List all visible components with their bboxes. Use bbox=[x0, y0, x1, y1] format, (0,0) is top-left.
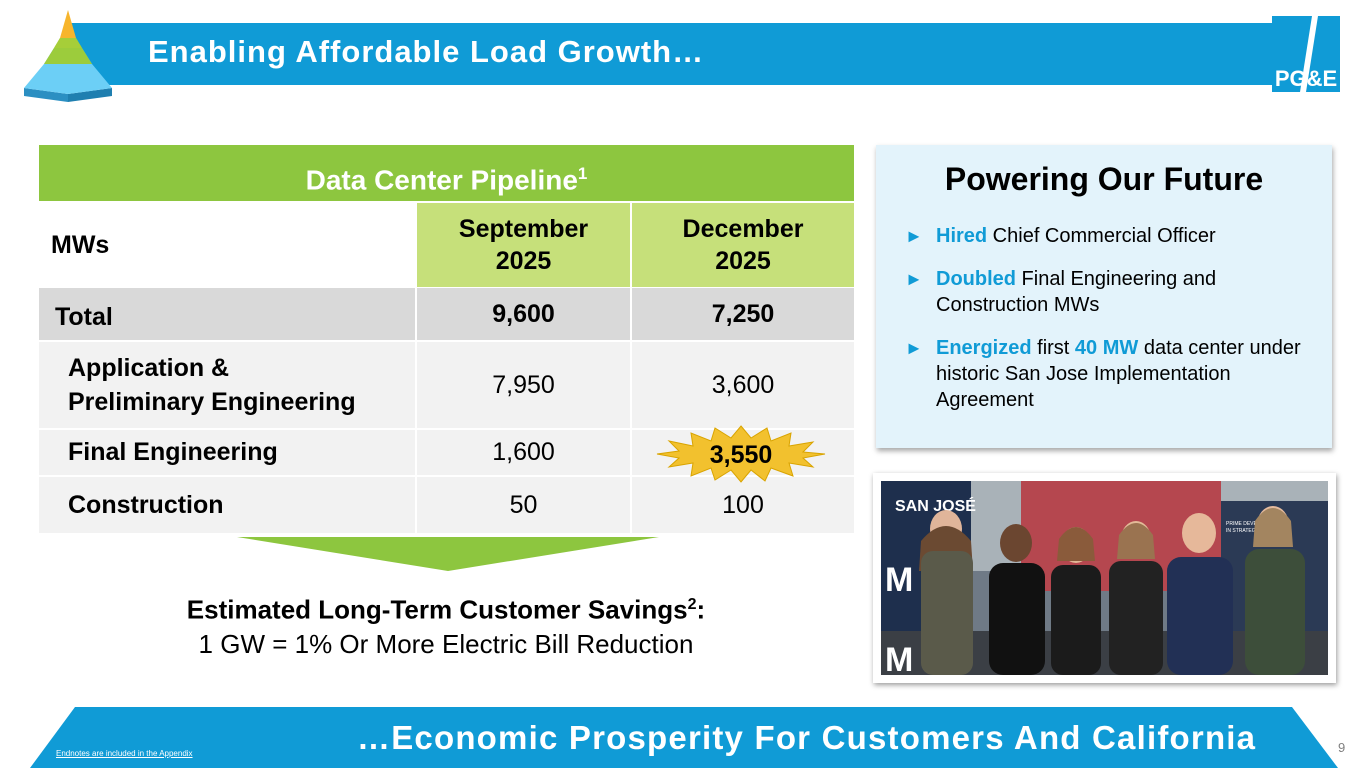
svg-text:PRIME DEVELOPMENT: PRIME DEVELOPMENT bbox=[1226, 521, 1281, 527]
pge-logo: PG&E bbox=[1272, 16, 1340, 92]
application-september: 7,950 bbox=[417, 342, 630, 428]
row-label-final-engineering: Final Engineering bbox=[39, 430, 415, 475]
powering-future-panel: Powering Our Future ► Hired Chief Commer… bbox=[876, 145, 1332, 448]
play-arrow-icon: ► bbox=[905, 226, 923, 246]
final-engineering-september: 1,600 bbox=[417, 430, 630, 475]
endnotes-link[interactable]: Endnotes are included in the Appendix bbox=[56, 749, 193, 758]
savings-callout: Estimated Long-Term Customer Savings2: 1… bbox=[96, 588, 796, 661]
list-item: ► Energized first 40 MW data center unde… bbox=[905, 337, 1301, 411]
svg-text:SAN JOSÉ: SAN JOSÉ bbox=[895, 496, 976, 515]
bullet-list: ► Hired Chief Commercial Officer ► Doubl… bbox=[905, 223, 1305, 430]
total-december: 7,250 bbox=[632, 288, 854, 340]
column-label-mws: MWs bbox=[51, 230, 110, 259]
play-arrow-icon: ► bbox=[905, 338, 923, 358]
footer-banner bbox=[30, 707, 1338, 768]
construction-september: 50 bbox=[417, 477, 630, 533]
list-item: ► Doubled Final Engineering and Construc… bbox=[905, 268, 1217, 316]
down-arrow-icon bbox=[237, 537, 659, 571]
page-title: Enabling Affordable Load Growth… bbox=[148, 34, 705, 69]
column-header-september: September 2025 bbox=[417, 203, 630, 287]
panel-title: Powering Our Future bbox=[944, 161, 1264, 197]
row-label-application: Application & Preliminary Engineering bbox=[39, 342, 415, 428]
construction-december: 100 bbox=[632, 477, 854, 533]
list-item: ► Hired Chief Commercial Officer bbox=[905, 225, 1216, 247]
savings-detail: 1 GW = 1% Or More Electric Bill Reductio… bbox=[198, 628, 694, 659]
starburst-highlight: 3,550 bbox=[656, 425, 826, 483]
group-photo: SAN JOSÉ M M PRIME DEVELOPMENT IN STRATE… bbox=[881, 481, 1328, 675]
row-label-construction: Construction bbox=[39, 477, 415, 533]
footer-tagline: …Economic Prosperity For Customers And C… bbox=[357, 719, 1257, 756]
row-label-total: Total bbox=[39, 288, 415, 340]
table-title: Data Center Pipeline1 bbox=[39, 145, 854, 201]
page-number: 9 bbox=[1338, 740, 1346, 755]
photo-frame: SAN JOSÉ M M PRIME DEVELOPMENT IN STRATE… bbox=[873, 473, 1336, 683]
svg-text:M: M bbox=[885, 641, 913, 675]
application-december: 3,600 bbox=[632, 342, 854, 428]
savings-heading: Estimated Long-Term Customer Savings2: bbox=[186, 594, 706, 625]
svg-text:M: M bbox=[885, 561, 913, 599]
final-engineering-december: 3,550 bbox=[710, 441, 773, 469]
title-bar bbox=[68, 23, 1283, 85]
play-arrow-icon: ► bbox=[905, 269, 923, 289]
svg-text:PG&E: PG&E bbox=[1275, 66, 1337, 91]
column-header-december: December 2025 bbox=[632, 203, 854, 287]
total-september: 9,600 bbox=[417, 288, 630, 340]
pyramid-icon bbox=[24, 10, 112, 102]
